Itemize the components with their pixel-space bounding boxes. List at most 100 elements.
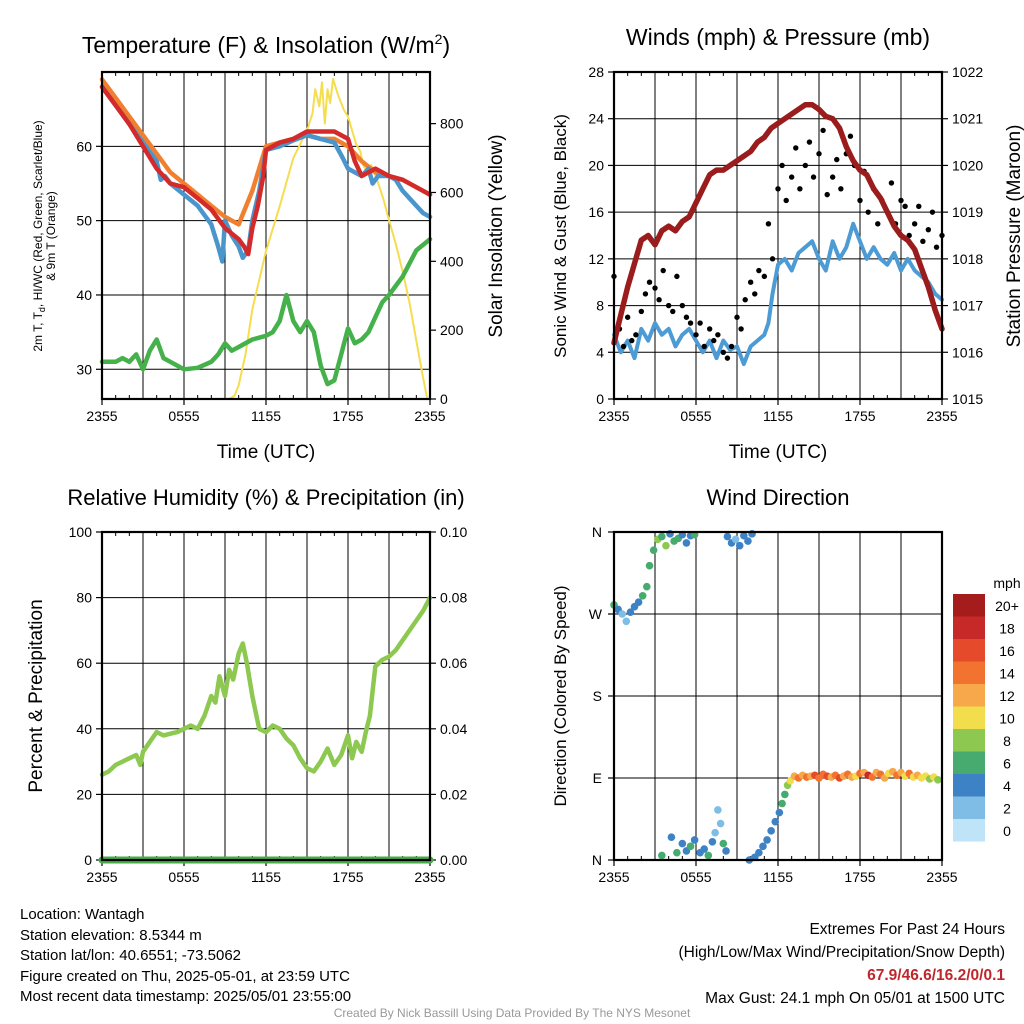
gust-point (906, 232, 912, 239)
y-tick-label: 40 (76, 287, 92, 303)
gust-point (875, 221, 881, 227)
credit-text: Created By Nick Bassill Using Data Provi… (333, 1006, 691, 1020)
x-tick-label: 2355 (414, 869, 445, 885)
series-pressure (611, 101, 945, 346)
gust-point (656, 297, 662, 303)
colorbar-label: 0 (1003, 823, 1011, 839)
gust-point (779, 162, 785, 169)
gust-point (765, 221, 772, 227)
elevation-text: Station elevation: 8.5344 m (20, 926, 202, 944)
wind-direction-point (686, 842, 695, 851)
wind-direction-point (678, 839, 687, 848)
wind-direction-point (744, 537, 752, 545)
wind-direction-point (767, 827, 775, 835)
plot-border (612, 70, 944, 401)
y2-tick-label: 0.00 (440, 852, 467, 868)
gust-point (652, 285, 658, 291)
gust-point (865, 209, 871, 215)
gust-point (902, 203, 908, 210)
gust-point (724, 355, 731, 361)
chart-title-humidity: Relative Humidity (%) & Precipitation (i… (67, 485, 464, 510)
colorbar-swatch (953, 774, 985, 797)
y-tick-label: 50 (76, 213, 92, 229)
x-tick-label: 0555 (680, 408, 711, 424)
colorbar-swatch (953, 684, 985, 707)
gust-point (797, 186, 803, 192)
y2-tick-label: 1018 (952, 251, 983, 267)
gust-point (646, 279, 653, 285)
colorbar-swatch (953, 639, 985, 662)
wind-direction-point (643, 582, 651, 591)
y2-tick-label: 1019 (952, 204, 983, 220)
gust-point (911, 221, 918, 227)
y-axis-label-line2: & 9m T (Orange) (44, 191, 58, 281)
x-tick-label: 0555 (680, 869, 711, 885)
gust-point (638, 308, 645, 315)
wind-direction-point (740, 531, 748, 540)
y2-tick-label: 0 (440, 391, 448, 407)
wind-direction-point (673, 848, 681, 857)
gust-point (752, 291, 758, 297)
plot-border (612, 530, 944, 862)
plot-border (100, 530, 432, 862)
gust-point (624, 314, 631, 320)
gust-point (629, 337, 635, 344)
y-tick-label: 60 (76, 655, 92, 671)
gust-point (802, 162, 809, 169)
y-tick-label: 4 (596, 344, 604, 360)
x-axis-label: Time (UTC) (729, 442, 828, 463)
wind-direction-point (645, 561, 654, 570)
y2-tick-label: 600 (440, 184, 464, 200)
series-temp9m (99, 77, 433, 227)
gust-point (793, 145, 799, 151)
y-axis-label-temperature: 2m T, Td, HI/WC (Red, Green, Scarlet/Blu… (31, 120, 58, 351)
gust-point (756, 267, 762, 274)
gust-point (824, 191, 830, 198)
x-tick-label: 0555 (168, 869, 199, 885)
gust-point (783, 197, 789, 204)
colorbar-swatch (953, 751, 985, 774)
colorbar-label: 10 (999, 711, 1015, 727)
wind-direction-point (626, 608, 635, 616)
colorbar-swatch (953, 796, 985, 819)
y-tick-label: 8 (596, 298, 604, 314)
x-tick-label: 2355 (86, 408, 117, 424)
gust-point (820, 127, 826, 134)
created-text: Figure created on Thu, 2025-05-01, at 23… (20, 967, 350, 985)
y-axis-label-humidity: Percent & Precipitation (26, 599, 47, 792)
y-tick-label: 40 (76, 721, 92, 737)
gust-point (738, 326, 744, 332)
gust-point (829, 174, 836, 180)
colorbar-swatch (953, 616, 985, 639)
gust-point (633, 332, 639, 338)
series-wind (612, 221, 944, 366)
extremes-values: 67.9/46.6/16.2/0/0.1 (867, 967, 1005, 984)
y-tick-label: W (589, 606, 603, 622)
x-tick-label: 2355 (926, 869, 957, 885)
series-temp (99, 84, 433, 257)
extremes-block: Extremes For Past 24 Hours (High/Low/Max… (679, 918, 1006, 1010)
y2-tick-label: 0.06 (440, 655, 467, 671)
y-tick-label: N (592, 524, 602, 540)
wind-direction-point (700, 845, 708, 853)
wind-direction-point (763, 836, 771, 844)
wind-direction-point (755, 848, 763, 857)
colorbar-swatch (953, 594, 985, 617)
y-tick-label: 16 (588, 204, 604, 220)
gust-point (687, 320, 694, 326)
y-tick-label: 24 (588, 111, 604, 127)
wind-direction-point (934, 776, 942, 784)
y-tick-label: 0 (596, 391, 604, 407)
wind-direction-point (716, 819, 725, 828)
y2-tick-label: 200 (440, 322, 464, 338)
gust-point (660, 267, 666, 274)
gust-point (806, 139, 813, 145)
x-tick-label: 1155 (251, 408, 281, 424)
gust-point (642, 291, 649, 297)
extremes-subtitle: (High/Low/Max Wind/Precipitation/Snow De… (678, 944, 1006, 961)
chart-title-winds: Winds (mph) & Pressure (mb) (626, 24, 930, 50)
y2-tick-label: 800 (440, 116, 464, 132)
gust-point (929, 209, 936, 215)
y-tick-label: 20 (76, 786, 92, 802)
gust-point (679, 302, 686, 309)
